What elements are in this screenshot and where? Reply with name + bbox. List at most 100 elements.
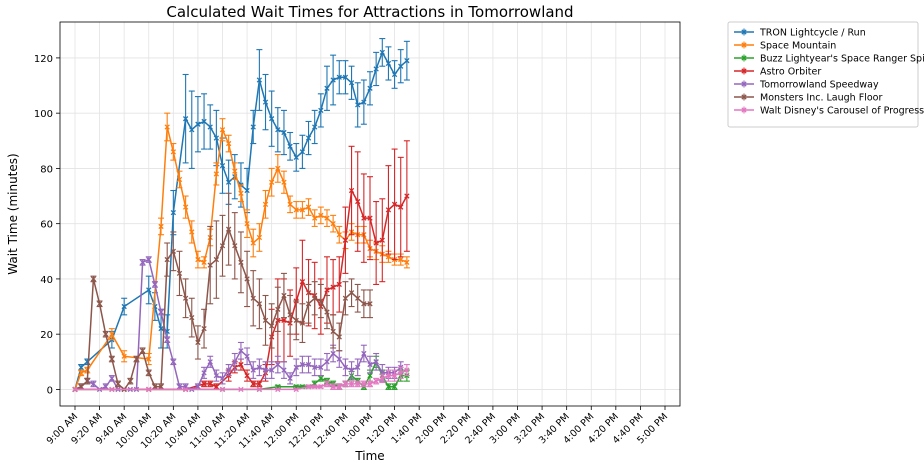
data-point bbox=[373, 359, 379, 365]
data-point bbox=[361, 99, 367, 105]
series-group bbox=[72, 38, 410, 393]
legend-marker bbox=[741, 68, 747, 74]
data-point bbox=[391, 372, 398, 379]
data-point bbox=[84, 378, 90, 384]
data-point bbox=[287, 312, 293, 318]
data-point bbox=[225, 367, 232, 373]
data-point bbox=[256, 234, 263, 241]
data-point bbox=[312, 295, 318, 301]
data-point bbox=[398, 63, 404, 69]
data-point bbox=[219, 386, 226, 393]
data-point bbox=[176, 176, 183, 183]
data-point bbox=[318, 375, 324, 382]
data-point bbox=[293, 207, 299, 213]
data-point bbox=[176, 384, 183, 390]
data-point bbox=[324, 85, 330, 91]
data-point bbox=[342, 295, 349, 301]
data-point bbox=[78, 364, 84, 370]
data-point bbox=[262, 317, 269, 324]
data-point bbox=[355, 198, 361, 205]
data-point bbox=[158, 223, 164, 230]
data-point bbox=[115, 381, 121, 387]
data-point bbox=[139, 259, 146, 266]
legend-label: Tomorrowland Speedway bbox=[759, 80, 879, 91]
data-point bbox=[367, 85, 373, 91]
data-point bbox=[281, 179, 287, 185]
data-point bbox=[404, 58, 410, 64]
data-point bbox=[355, 295, 361, 301]
data-point bbox=[324, 287, 330, 293]
y-axis: 0 20 40 60 80 100 120 bbox=[34, 54, 60, 396]
legend-marker bbox=[741, 42, 747, 48]
data-point bbox=[391, 71, 398, 78]
data-point bbox=[238, 348, 244, 354]
legend-marker bbox=[741, 94, 747, 100]
legend-marker bbox=[741, 55, 747, 61]
data-point bbox=[232, 243, 238, 249]
data-point bbox=[139, 348, 146, 354]
data-point bbox=[299, 207, 306, 213]
data-point bbox=[207, 262, 213, 268]
data-point bbox=[213, 135, 220, 141]
data-point bbox=[256, 364, 263, 370]
data-point bbox=[250, 295, 256, 301]
data-point bbox=[109, 386, 115, 393]
data-point bbox=[281, 129, 287, 136]
data-point bbox=[330, 221, 336, 227]
data-point bbox=[213, 384, 220, 390]
data-point bbox=[262, 99, 269, 105]
y-tick-label: 40 bbox=[40, 275, 53, 286]
data-point bbox=[281, 317, 287, 324]
data-point bbox=[250, 367, 256, 373]
data-point bbox=[318, 298, 324, 304]
data-point bbox=[262, 367, 269, 373]
data-point bbox=[336, 281, 342, 288]
x-axis-label: Time bbox=[354, 449, 384, 463]
legend-label: Astro Orbiter bbox=[760, 67, 821, 78]
series-group bbox=[72, 364, 410, 393]
data-point bbox=[201, 381, 207, 387]
series-layer bbox=[72, 38, 410, 393]
data-point bbox=[379, 375, 385, 382]
legend-label: Monsters Inc. Laugh Floor bbox=[760, 93, 882, 104]
data-point bbox=[103, 331, 109, 337]
data-point bbox=[121, 353, 127, 359]
data-point bbox=[355, 102, 361, 108]
data-point bbox=[275, 386, 281, 393]
data-point bbox=[109, 331, 115, 337]
data-point bbox=[238, 259, 244, 266]
data-point bbox=[330, 328, 336, 335]
data-point bbox=[404, 367, 410, 373]
data-point bbox=[324, 215, 330, 221]
legend: TRON Lightcycle / Run Space Mountain Buzz … bbox=[727, 21, 924, 128]
data-point bbox=[293, 364, 299, 370]
data-point bbox=[293, 386, 299, 393]
data-point bbox=[256, 301, 263, 307]
data-point bbox=[238, 361, 244, 368]
data-point bbox=[287, 143, 293, 149]
data-point bbox=[299, 320, 306, 326]
data-point bbox=[385, 207, 392, 213]
data-point bbox=[90, 381, 97, 387]
data-point bbox=[207, 124, 213, 130]
data-point bbox=[219, 127, 226, 133]
data-point bbox=[201, 259, 207, 266]
data-point bbox=[250, 381, 256, 387]
legend-marker bbox=[741, 107, 747, 113]
data-point bbox=[336, 334, 342, 340]
data-point bbox=[262, 201, 269, 207]
data-point bbox=[72, 386, 78, 393]
data-point bbox=[318, 212, 324, 219]
data-point bbox=[312, 364, 318, 370]
data-point bbox=[367, 372, 373, 379]
data-point bbox=[170, 149, 176, 155]
legend-marker bbox=[741, 29, 747, 35]
data-point bbox=[195, 339, 201, 346]
data-point bbox=[355, 381, 361, 387]
data-point bbox=[244, 353, 250, 359]
data-point bbox=[391, 384, 398, 390]
data-point bbox=[318, 107, 324, 114]
data-point bbox=[367, 381, 373, 387]
data-point bbox=[373, 66, 379, 72]
